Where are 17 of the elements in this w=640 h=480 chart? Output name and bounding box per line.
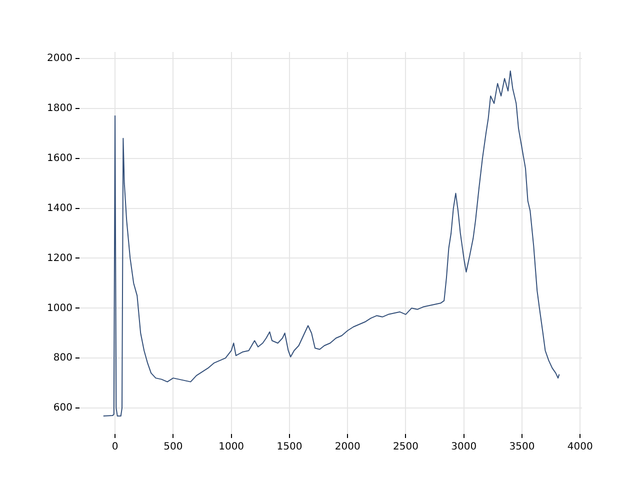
y-tick-label: 800 [53,352,72,364]
y-tick-label: 1600 [46,152,72,164]
x-tick-label: 4000 [567,442,593,453]
y-tick-label: 600 [53,402,72,414]
x-tick-label: 3500 [509,442,535,453]
y-tick-label: 2000 [46,53,72,64]
x-tick-label: 1000 [218,442,244,453]
x-tick-label: 2000 [334,442,360,453]
x-tick-label: 500 [164,442,183,453]
y-tick-label: 1800 [46,103,72,114]
x-tick-label: 3000 [451,442,477,453]
y-tick-label: 1200 [46,252,72,264]
x-tick-label: 2500 [392,442,418,453]
y-tick-label: 1400 [46,202,72,214]
x-tick-label: 1500 [276,442,302,453]
x-tick-label: 0 [112,442,118,453]
y-tick-label: 1000 [46,302,72,314]
